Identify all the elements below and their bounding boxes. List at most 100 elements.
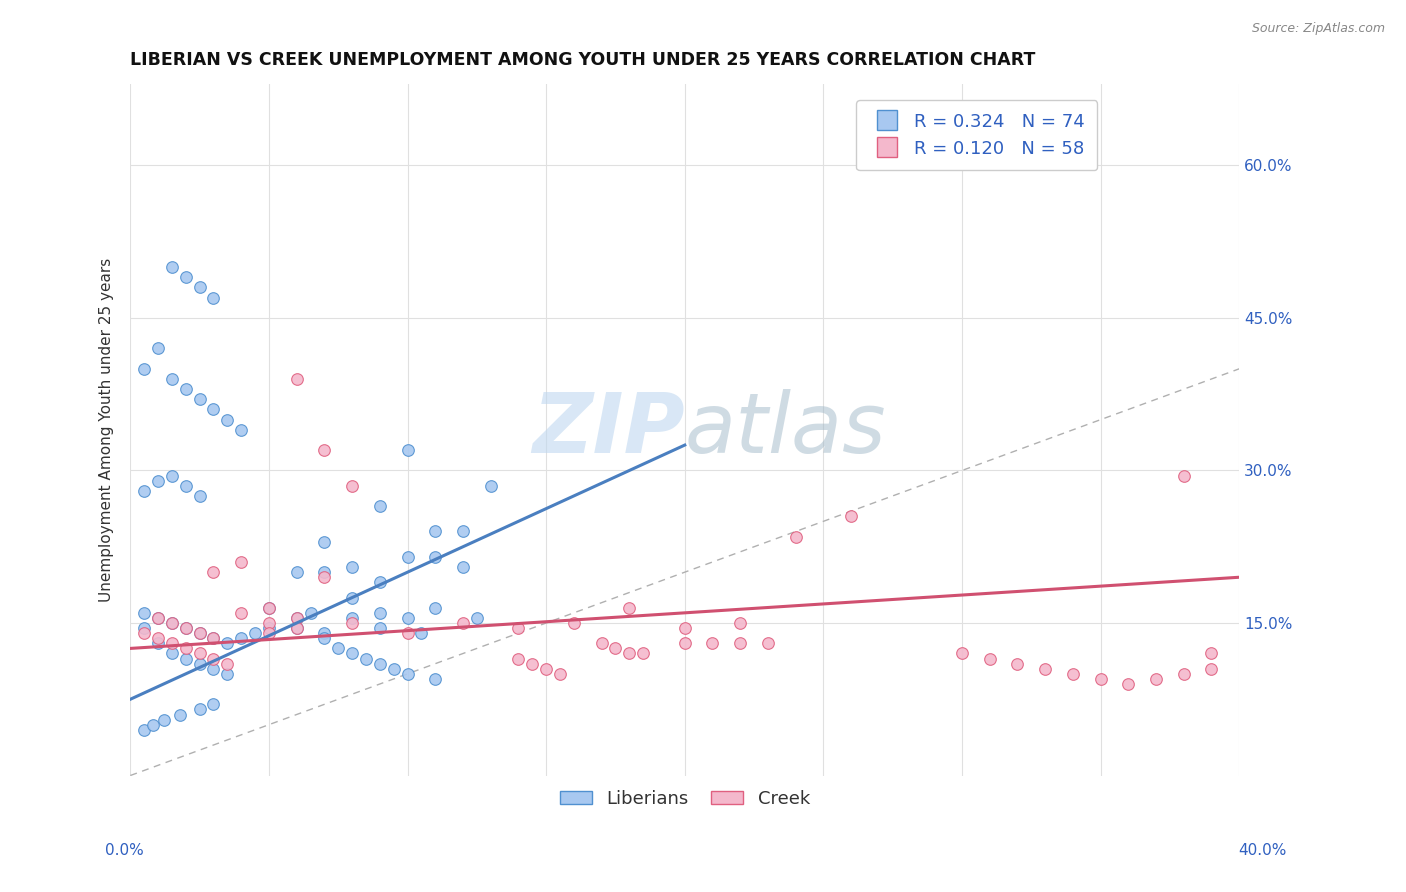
- Point: [950, 647, 973, 661]
- Text: ZIP: ZIP: [531, 389, 685, 470]
- Point: [728, 636, 751, 650]
- Point: [425, 524, 447, 539]
- Text: LIBERIAN VS CREEK UNEMPLOYMENT AMONG YOUTH UNDER 25 YEARS CORRELATION CHART: LIBERIAN VS CREEK UNEMPLOYMENT AMONG YOU…: [131, 51, 1036, 69]
- Point: [231, 606, 253, 620]
- Point: [673, 621, 696, 635]
- Point: [368, 606, 391, 620]
- Point: [134, 483, 156, 498]
- Point: [340, 611, 363, 625]
- Point: [231, 423, 253, 437]
- Point: [328, 641, 350, 656]
- Point: [396, 626, 419, 640]
- Point: [160, 260, 183, 274]
- Point: [1201, 662, 1223, 676]
- Point: [368, 575, 391, 590]
- Point: [839, 509, 862, 524]
- Point: [354, 651, 377, 665]
- Point: [631, 647, 654, 661]
- Point: [548, 666, 571, 681]
- Point: [673, 636, 696, 650]
- Point: [202, 698, 225, 712]
- Point: [396, 611, 419, 625]
- Point: [188, 626, 211, 640]
- Point: [202, 651, 225, 665]
- Point: [728, 615, 751, 630]
- Point: [1201, 647, 1223, 661]
- Point: [425, 600, 447, 615]
- Point: [134, 626, 156, 640]
- Point: [368, 621, 391, 635]
- Point: [314, 570, 336, 584]
- Point: [340, 560, 363, 574]
- Point: [257, 626, 280, 640]
- Point: [160, 372, 183, 386]
- Point: [257, 621, 280, 635]
- Point: [188, 657, 211, 671]
- Point: [202, 662, 225, 676]
- Point: [231, 632, 253, 646]
- Point: [299, 606, 322, 620]
- Point: [785, 530, 807, 544]
- Point: [1033, 662, 1056, 676]
- Point: [217, 412, 239, 426]
- Point: [134, 606, 156, 620]
- Point: [174, 621, 197, 635]
- Point: [243, 626, 266, 640]
- Text: 0.0%: 0.0%: [105, 843, 145, 858]
- Point: [257, 600, 280, 615]
- Point: [146, 342, 169, 356]
- Point: [202, 632, 225, 646]
- Legend: Liberians, Creek: Liberians, Creek: [553, 782, 817, 815]
- Point: [314, 632, 336, 646]
- Point: [285, 611, 308, 625]
- Point: [451, 560, 474, 574]
- Point: [188, 702, 211, 716]
- Point: [217, 657, 239, 671]
- Point: [146, 611, 169, 625]
- Point: [396, 666, 419, 681]
- Point: [314, 565, 336, 579]
- Point: [285, 621, 308, 635]
- Point: [534, 662, 557, 676]
- Point: [188, 489, 211, 503]
- Point: [146, 636, 169, 650]
- Point: [285, 621, 308, 635]
- Point: [217, 666, 239, 681]
- Point: [1173, 468, 1195, 483]
- Point: [1118, 677, 1140, 691]
- Point: [285, 372, 308, 386]
- Point: [1173, 666, 1195, 681]
- Point: [756, 636, 779, 650]
- Point: [134, 361, 156, 376]
- Point: [314, 534, 336, 549]
- Point: [146, 611, 169, 625]
- Point: [340, 591, 363, 605]
- Point: [382, 662, 405, 676]
- Point: [340, 479, 363, 493]
- Point: [174, 382, 197, 396]
- Point: [702, 636, 724, 650]
- Point: [257, 600, 280, 615]
- Point: [160, 615, 183, 630]
- Point: [522, 657, 544, 671]
- Point: [425, 672, 447, 686]
- Point: [188, 647, 211, 661]
- Point: [508, 651, 530, 665]
- Point: [202, 565, 225, 579]
- Point: [146, 632, 169, 646]
- Point: [1090, 672, 1112, 686]
- Point: [285, 611, 308, 625]
- Point: [160, 468, 183, 483]
- Point: [174, 621, 197, 635]
- Point: [160, 636, 183, 650]
- Y-axis label: Unemployment Among Youth under 25 years: Unemployment Among Youth under 25 years: [100, 258, 114, 602]
- Point: [619, 600, 641, 615]
- Point: [340, 615, 363, 630]
- Point: [202, 632, 225, 646]
- Point: [141, 717, 163, 731]
- Point: [396, 443, 419, 458]
- Point: [134, 723, 156, 737]
- Point: [479, 479, 502, 493]
- Point: [174, 270, 197, 285]
- Point: [174, 641, 197, 656]
